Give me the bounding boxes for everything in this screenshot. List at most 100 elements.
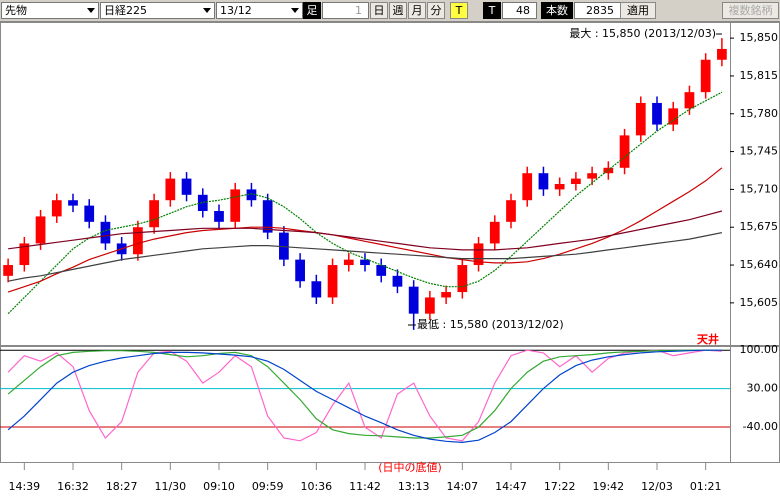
candle-body <box>457 265 468 293</box>
toolbar: 先物 日経225 13/12 足 1 日 週 月 分 T T 48 本数 283… <box>0 0 780 22</box>
index-select[interactable]: 日経225 <box>100 2 215 19</box>
candle-body <box>619 135 630 168</box>
line-series <box>7 349 722 439</box>
market-text: 先物 <box>5 4 27 17</box>
candle-body <box>441 292 451 298</box>
daily-button[interactable]: 日 <box>370 2 388 19</box>
candle-body <box>668 108 679 125</box>
y-tick-label: -40.00 <box>743 420 778 433</box>
period-value: 1 <box>355 4 362 17</box>
candle-body <box>717 48 727 60</box>
line-series <box>8 210 723 251</box>
candle-body <box>425 297 435 314</box>
osc-panel <box>0 346 780 463</box>
candle-body <box>392 275 403 287</box>
candle-body <box>230 189 241 222</box>
x-tick-label: 12/03 <box>641 480 673 493</box>
price-panel <box>0 22 780 346</box>
candle-body <box>343 259 354 266</box>
candle-body <box>197 194 208 212</box>
candle-body <box>489 221 500 244</box>
x-tick-label: 01:21 <box>690 480 722 493</box>
contract-text: 13/12 <box>220 4 252 17</box>
candle-body <box>376 265 387 276</box>
candle-body <box>554 184 565 190</box>
candle-body <box>571 178 581 184</box>
x-tick-label: 14:39 <box>8 480 40 493</box>
y-tick-label: 15,640 <box>740 258 779 271</box>
y-tick-label: 15,745 <box>740 145 779 158</box>
monthly-button[interactable]: 月 <box>408 2 426 19</box>
line-series <box>7 232 723 282</box>
market-select[interactable]: 先物 <box>1 2 99 19</box>
contract-select[interactable]: 13/12 <box>216 2 303 19</box>
ceiling-annotation: 天井 <box>697 332 719 346</box>
x-tick-label: 19:42 <box>592 480 624 493</box>
candle-body <box>35 216 46 244</box>
candle-body <box>473 243 484 266</box>
count-value: 2835 <box>586 4 614 17</box>
x-tick-label: 11:42 <box>349 480 381 493</box>
apply-button[interactable]: 適用 <box>620 2 656 19</box>
x-tick-label: 14:47 <box>495 480 527 493</box>
candle-body <box>684 92 695 109</box>
candle-body <box>538 173 549 190</box>
y-tick-label: 15,850 <box>740 31 779 44</box>
minute-button[interactable]: 分 <box>427 2 445 19</box>
candle-body <box>360 259 370 266</box>
max-annotation: 最大 : 15,850 (2013/12/03) <box>569 26 716 40</box>
candle-body <box>133 227 143 255</box>
bottom-annotation: (日中の底値) <box>378 461 442 474</box>
candle-body <box>311 281 322 298</box>
candle-body <box>700 59 711 93</box>
y-tick-label: 15,675 <box>740 220 779 233</box>
candle-body <box>506 200 516 222</box>
x-tick-label: 09:59 <box>252 480 284 493</box>
period-input[interactable]: 1 <box>322 2 369 19</box>
period-label: 足 <box>303 2 321 19</box>
candle-body <box>51 200 62 217</box>
y-tick-label: 30.00 <box>747 382 779 395</box>
x-tick-label: 18:27 <box>106 480 138 493</box>
line-series <box>7 349 722 444</box>
tick-button[interactable]: T <box>450 2 468 19</box>
candle-body <box>84 205 95 222</box>
index-text: 日経225 <box>104 4 147 17</box>
y-tick-label: 100.00 <box>740 343 779 356</box>
line-series <box>7 91 723 315</box>
candle-body <box>149 200 159 228</box>
candle-body <box>214 211 224 222</box>
candle-body <box>165 178 176 201</box>
candle-body <box>3 265 13 276</box>
y-tick-label: 15,605 <box>740 296 779 309</box>
candle-body <box>262 200 273 233</box>
tick-value: 48 <box>516 4 530 17</box>
candle-body <box>635 102 646 136</box>
weekly-button[interactable]: 週 <box>389 2 407 19</box>
candle-body <box>100 221 111 244</box>
candle-body <box>587 173 597 179</box>
x-tick-label: 09:10 <box>203 480 235 493</box>
line-series <box>7 167 723 293</box>
min-annotation: 最低 : 15,580 (2013/12/02) <box>417 318 564 331</box>
x-tick-label: 16:32 <box>57 480 89 493</box>
multi-button[interactable]: 複数銘柄 <box>722 2 779 19</box>
x-tick-label: 17:22 <box>544 480 576 493</box>
candle-body <box>19 243 30 266</box>
x-tick-label: 10:36 <box>300 480 332 493</box>
candle-body <box>327 265 338 298</box>
count-input[interactable]: 2835 <box>574 2 621 19</box>
candle-body <box>408 286 419 314</box>
line-series <box>7 349 722 442</box>
y-tick-label: 15,710 <box>740 182 779 195</box>
x-tick-label: 11/30 <box>154 480 186 493</box>
candle-body <box>246 189 257 201</box>
x-tick-label: 14:07 <box>446 480 478 493</box>
x-tick-label: 13:13 <box>398 480 430 493</box>
tick-input[interactable]: 48 <box>502 2 537 19</box>
candle-body <box>68 200 78 206</box>
candle-body <box>652 102 662 125</box>
y-tick-label: 15,780 <box>740 107 779 120</box>
